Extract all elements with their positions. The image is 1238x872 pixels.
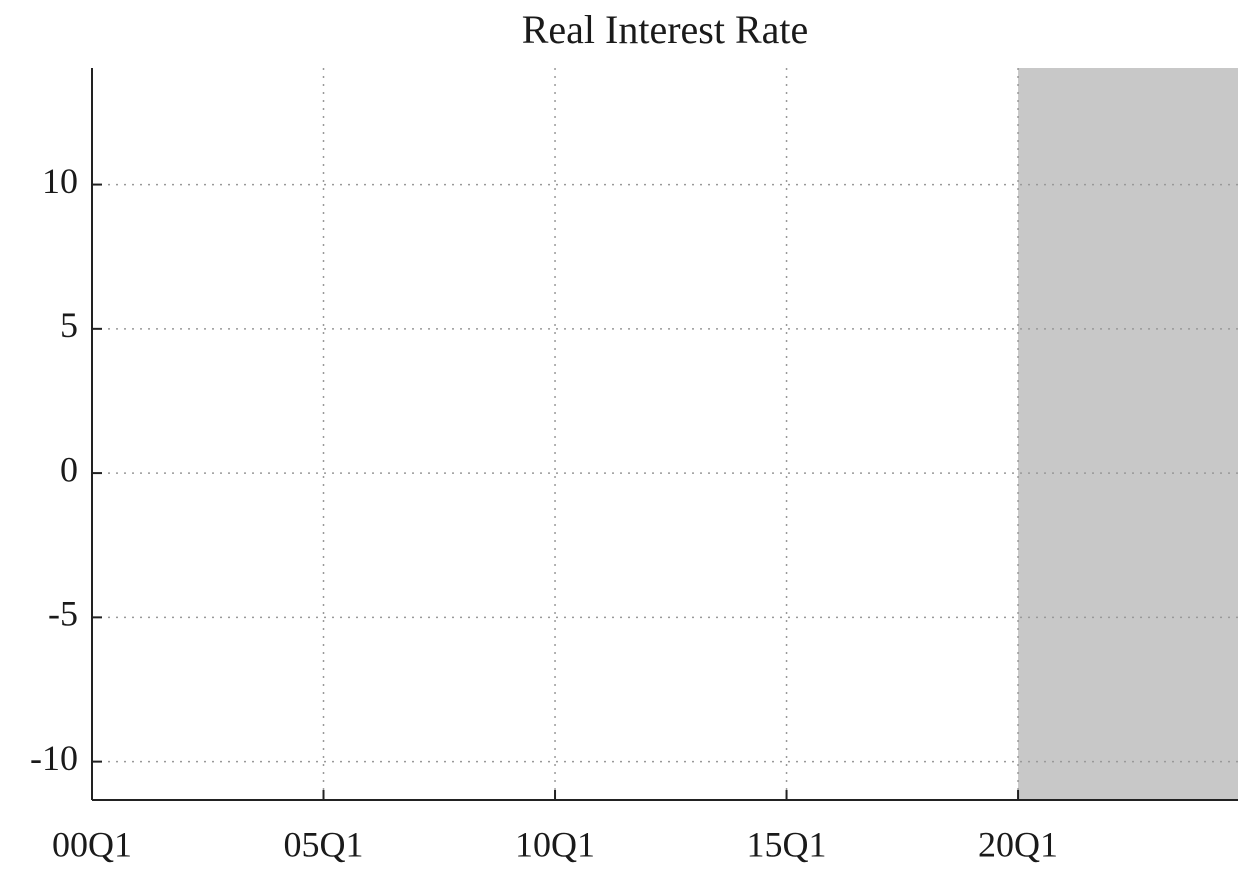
x-tick-label: 10Q1 — [515, 824, 595, 864]
shaded-region — [1018, 68, 1238, 800]
y-tick-label: 10 — [42, 161, 78, 201]
y-tick-label: -5 — [48, 594, 78, 634]
chart-title: Real Interest Rate — [522, 7, 809, 52]
y-tick-label: 5 — [60, 305, 78, 345]
y-tick-label: 0 — [60, 449, 78, 489]
x-tick-label: 05Q1 — [284, 824, 364, 864]
x-tick-label: 20Q1 — [978, 824, 1058, 864]
x-tick-label: 00Q1 — [52, 824, 132, 864]
x-tick-label: 15Q1 — [747, 824, 827, 864]
y-tick-label: -10 — [30, 738, 78, 778]
